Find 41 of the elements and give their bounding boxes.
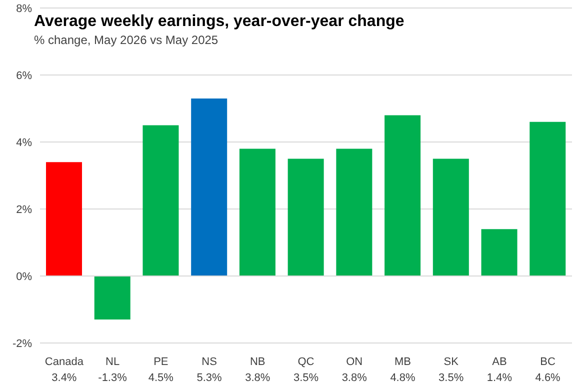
y-tick-label: 6%	[16, 70, 32, 82]
bar	[94, 276, 130, 320]
bar	[481, 229, 518, 276]
y-tick-label: -2%	[12, 338, 32, 350]
x-tick-label: NS	[202, 356, 217, 368]
x-tick-label: AB	[492, 356, 507, 368]
x-tick-label: NL	[106, 356, 120, 368]
x-tick-label: QC	[298, 356, 314, 368]
data-label: 3.5%	[293, 372, 319, 384]
data-label: 3.4%	[52, 372, 77, 384]
y-tick-label: 4%	[16, 136, 32, 149]
x-tick-label: SK	[444, 356, 460, 368]
bar	[239, 148, 276, 276]
y-tick-label: 8%	[16, 2, 32, 15]
bar	[46, 162, 82, 276]
bar	[384, 115, 421, 276]
bar	[142, 125, 179, 276]
data-label: 3.5%	[438, 372, 464, 384]
bar	[288, 158, 324, 276]
x-tick-label: Canada	[44, 356, 84, 368]
data-label: 3.8%	[245, 372, 270, 384]
x-tick-label: PE	[154, 356, 168, 368]
bar	[191, 98, 228, 276]
bar	[530, 122, 566, 276]
data-label: 4.6%	[535, 372, 561, 384]
y-tick-label: 0%	[16, 270, 32, 283]
x-tick-label: ON	[346, 356, 363, 368]
data-label: 1.4%	[486, 372, 512, 384]
data-label: -1.3%	[98, 372, 128, 384]
chart-title: Average weekly earnings, year-over-year change	[34, 12, 404, 32]
data-label: 4.5%	[148, 372, 174, 384]
text: % change, May 2026 vs May 2025	[34, 33, 220, 48]
x-tick-label: NB	[250, 356, 266, 368]
x-tick-label: MB	[394, 356, 411, 368]
bar	[432, 158, 469, 276]
y-tick-label: 2%	[16, 204, 32, 216]
data-label: 5.3%	[196, 372, 222, 384]
bar	[336, 148, 372, 276]
data-label: 3.8%	[342, 372, 368, 384]
data-label: 4.8%	[390, 372, 416, 384]
x-tick-label: BC	[540, 356, 556, 368]
